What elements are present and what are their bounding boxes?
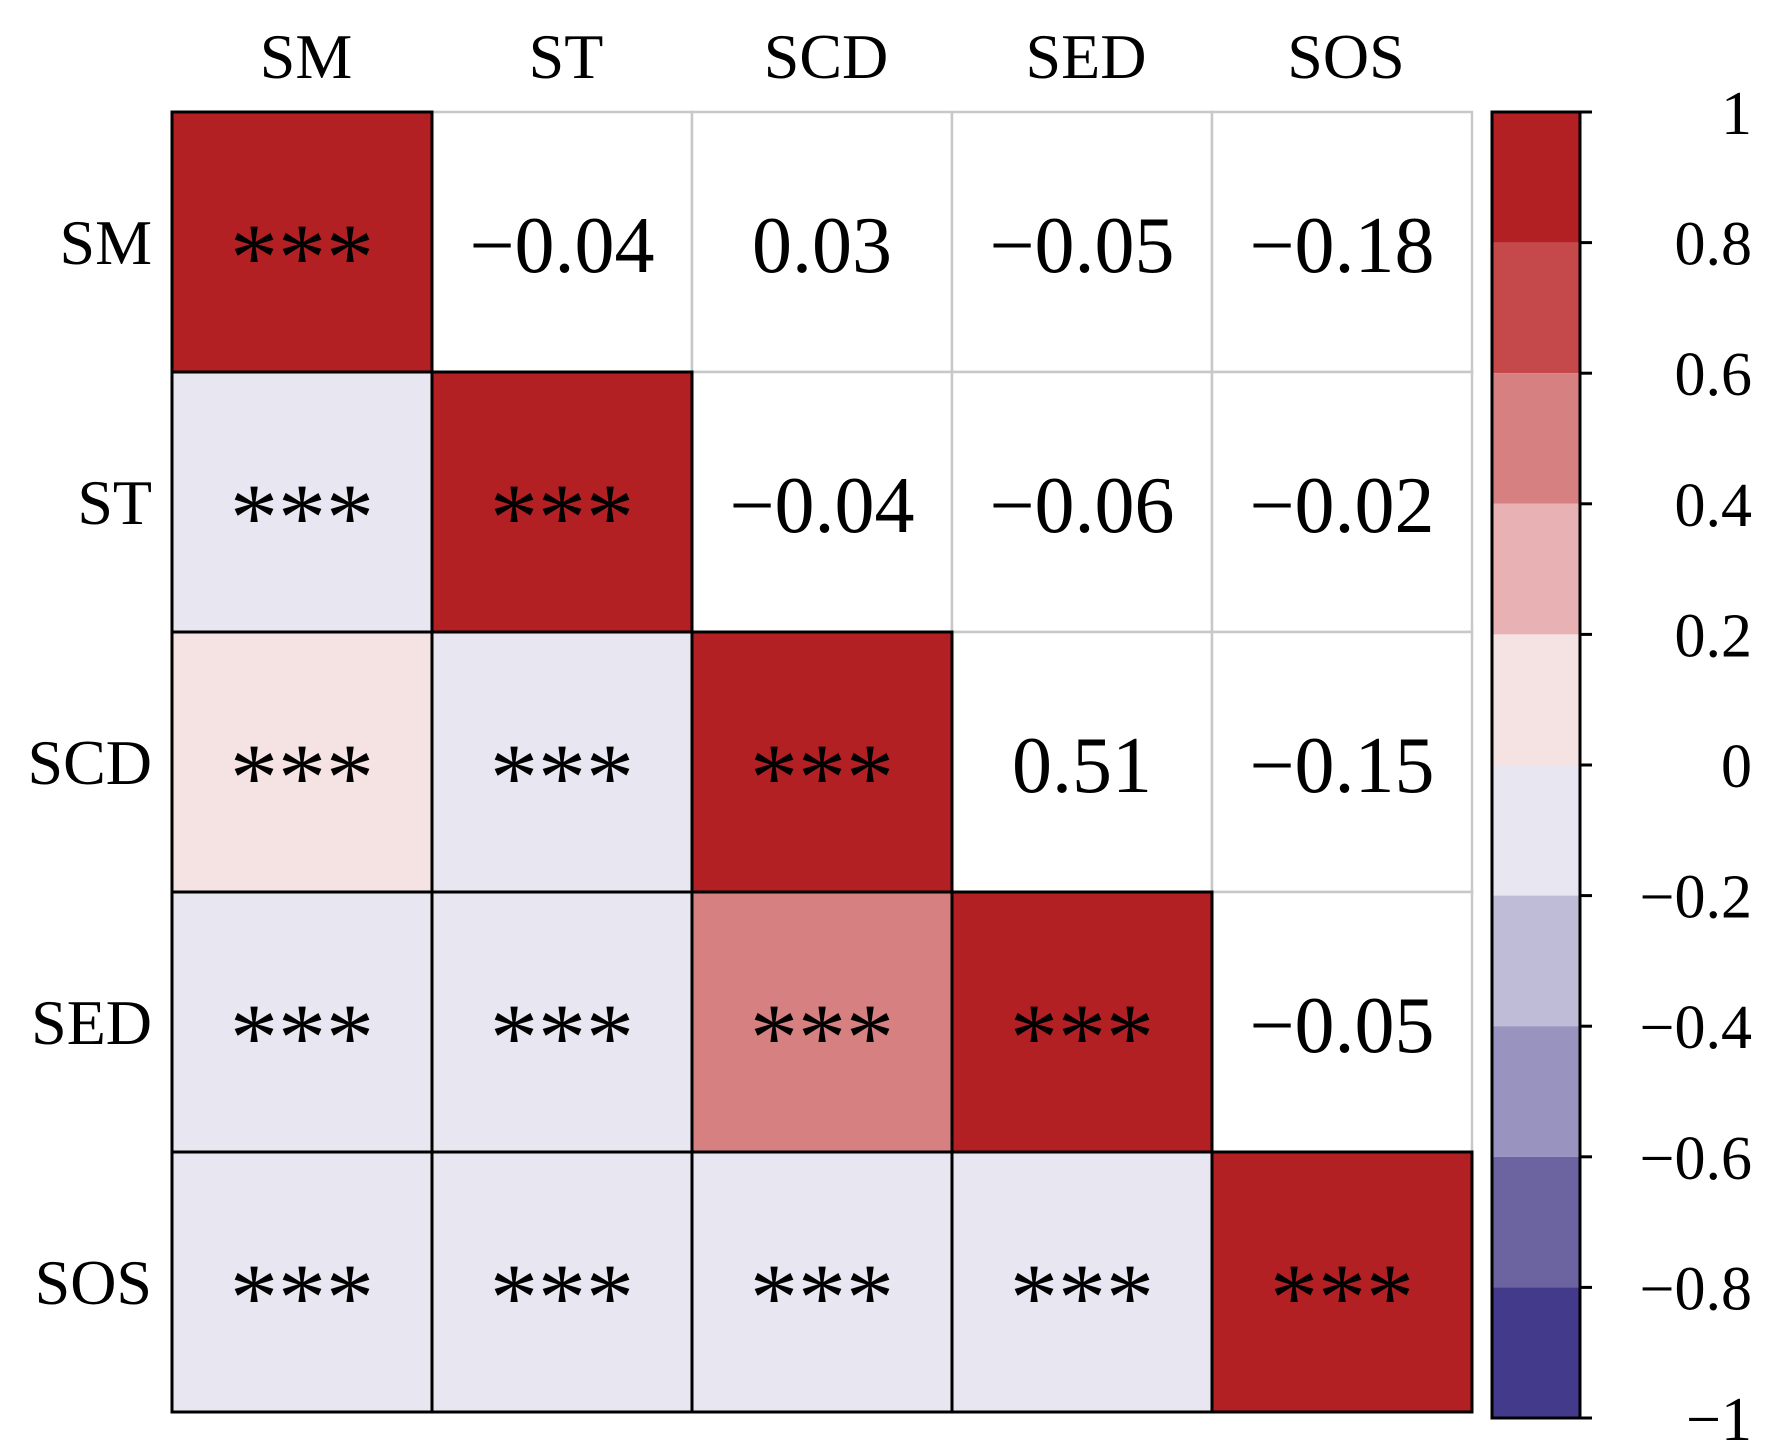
significance-stars-scd-sm: *** [230,724,374,831]
colorbar-bin-8 [1492,1156,1580,1288]
colorbar-tick-label-4: 0.2 [1675,602,1753,670]
correlation-value-scd-sos: −0.15 [1249,722,1434,810]
significance-stars-sos-sed: *** [1010,1244,1154,1351]
correlation-value-st-scd: −0.04 [729,462,914,550]
correlation-value-sm-sed: −0.05 [989,202,1174,290]
lower-cell-st-st [430,370,694,634]
lower-cell-scd-st [430,630,694,894]
column-label-sos: SOS [1287,21,1404,92]
upper-cell-st-sos [1210,370,1474,634]
colorbar-tick-label-3: 0.4 [1675,472,1753,540]
significance-stars-sed-sed: *** [1010,984,1154,1091]
row-label-st: ST [77,467,152,538]
correlation-value-sm-st: −0.04 [469,202,654,290]
lower-cell-sos-sos [1210,1150,1474,1414]
row-label-scd: SCD [28,727,153,798]
upper-cell-sm-st [430,110,694,374]
colorbar-tick-label-0: 1 [1721,80,1752,148]
colorbar-bin-5 [1492,765,1580,896]
colorbar-tick-label-6: −0.2 [1640,864,1752,932]
colorbar-bin-7 [1492,1026,1580,1157]
lower-cell-scd-scd [690,630,954,894]
significance-stars-sos-sos: *** [1270,1244,1414,1351]
upper-cell-sed-sos [1210,890,1474,1154]
colorbar-tick-label-7: −0.4 [1640,994,1752,1062]
lower-cell-sed-st [430,890,694,1154]
colorbar-tick-label-8: −0.6 [1640,1125,1752,1193]
column-label-st: ST [529,21,604,92]
row-label-sm: SM [60,207,153,278]
lower-cell-sed-sed [950,890,1214,1154]
correlation-value-sed-sos: −0.05 [1249,982,1434,1070]
colorbar-tick-label-5: 0 [1721,733,1752,801]
colorbar-tick-label-2: 0.6 [1675,341,1753,409]
colorbar-tick-label-10: −1 [1686,1386,1752,1444]
significance-stars-sed-scd: *** [750,984,894,1091]
upper-cell-sm-scd [690,110,954,374]
lower-cell-sos-scd [690,1150,954,1414]
colorbar-bin-9 [1492,1287,1580,1418]
lower-cell-sos-sm [170,1150,434,1414]
significance-stars-sm-sm: *** [230,204,374,311]
significance-stars-sos-st: *** [490,1244,634,1351]
upper-cell-sm-sed [950,110,1214,374]
lower-cell-st-sm [170,370,434,634]
significance-stars-sed-sm: *** [230,984,374,1091]
significance-stars-scd-st: *** [490,724,634,831]
significance-stars-scd-scd: *** [750,724,894,831]
colorbar-bin-6 [1492,895,1580,1027]
colorbar-bin-3 [1492,503,1580,635]
significance-stars-st-sm: *** [230,464,374,571]
column-label-sed: SED [1026,21,1147,92]
significance-stars-st-st: *** [490,464,634,571]
upper-cell-sm-sos [1210,110,1474,374]
colorbar-bin-1 [1492,242,1580,374]
correlation-value-st-sos: −0.02 [1249,462,1434,550]
colorbar-bin-4 [1492,634,1580,765]
row-label-sed: SED [31,987,152,1058]
column-label-sm: SM [260,21,353,92]
column-label-scd: SCD [764,21,889,92]
significance-stars-sos-sm: *** [230,1244,374,1351]
colorbar-tick-label-9: −0.8 [1640,1255,1752,1323]
lower-cell-sed-scd [690,890,954,1154]
significance-stars-sos-scd: *** [750,1244,894,1351]
lower-cell-sos-st [430,1150,694,1414]
colorbar-tick-label-1: 0.8 [1675,211,1753,279]
significance-stars-sed-st: *** [490,984,634,1091]
colorbar-bin-0 [1492,112,1580,243]
upper-cell-scd-sos [1210,630,1474,894]
correlation-value-st-sed: −0.06 [989,462,1174,550]
row-label-sos: SOS [35,1247,152,1318]
colorbar-bin-2 [1492,373,1580,504]
correlation-value-sm-scd: 0.03 [752,202,892,290]
lower-cell-sed-sm [170,890,434,1154]
correlation-value-scd-sed: 0.51 [1012,722,1152,810]
lower-cell-sos-sed [950,1150,1214,1414]
correlation-value-sm-sos: −0.18 [1249,202,1434,290]
lower-cell-scd-sm [170,630,434,894]
